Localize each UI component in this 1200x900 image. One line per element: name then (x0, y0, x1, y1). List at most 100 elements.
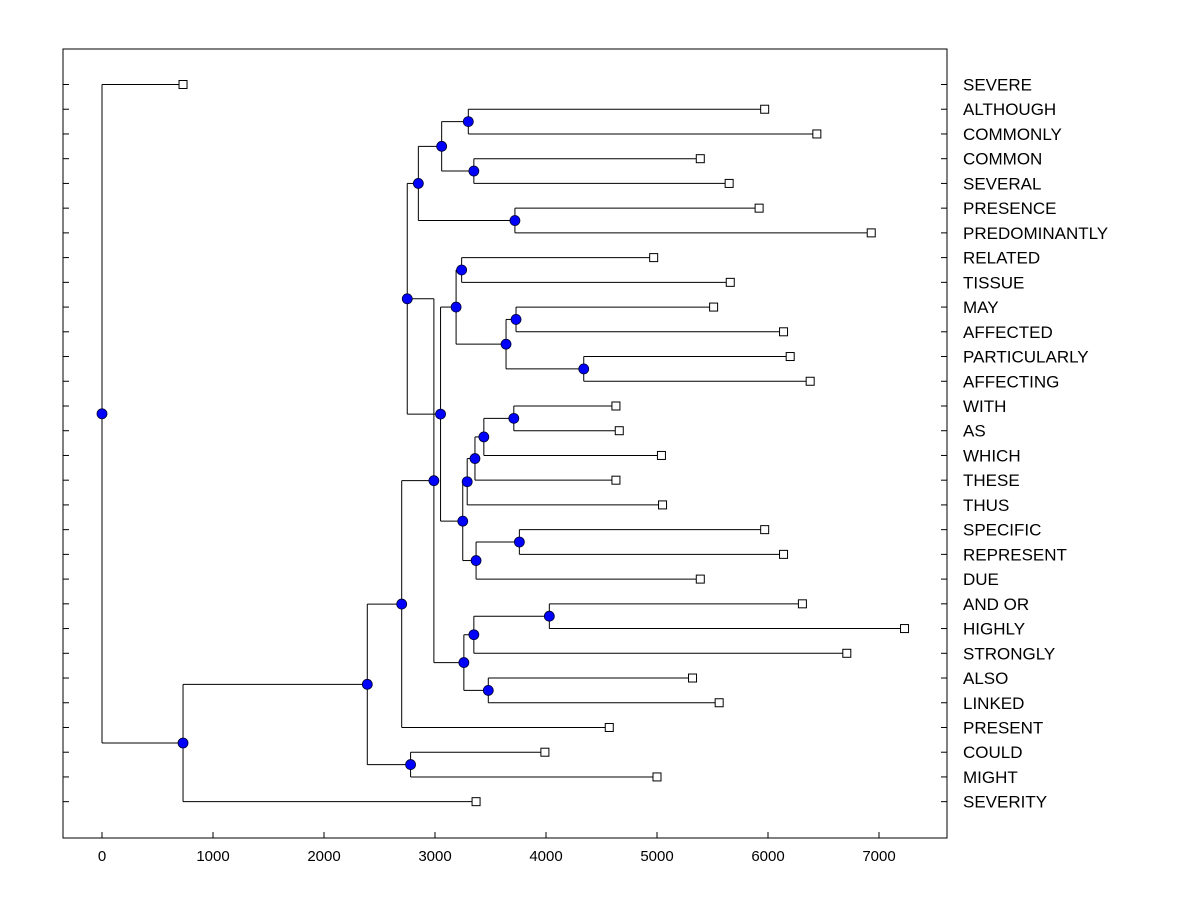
cluster-node-marker (500, 338, 512, 350)
leaf-marker (695, 574, 705, 584)
x-tick-label: 2000 (307, 848, 340, 865)
leaf-label: AFFECTING (963, 372, 1059, 391)
leaf-label: STRONGLY (963, 644, 1055, 663)
leaf-marker (709, 302, 719, 312)
cluster-node-marker (396, 598, 408, 610)
leaf-label: WITH (963, 397, 1006, 416)
leaf-marker (760, 525, 770, 535)
cluster-node-marker (96, 408, 108, 420)
cluster-node-marker (461, 476, 473, 488)
leaf-label: RELATED (963, 249, 1040, 268)
leaf-label: DUE (963, 570, 999, 589)
cluster-node-marker (468, 165, 480, 177)
leaf-label: COMMON (963, 150, 1042, 169)
axis-layer: SEVERE ALTHOUGH COMMONLY COMMON SEVERAL PRESE… (63, 76, 1108, 865)
cluster-node-marker (456, 264, 468, 276)
leaf-label: WHICH (963, 446, 1021, 465)
leaf-marker (779, 327, 789, 337)
leaf-marker (471, 797, 481, 807)
leaf-label: COULD (963, 743, 1023, 762)
cluster-node-marker (510, 314, 522, 325)
x-tick-label: 6000 (751, 848, 784, 865)
cluster-node-marker (405, 759, 416, 770)
leaf-label: THUS (963, 496, 1009, 515)
cluster-node-marker (457, 515, 469, 527)
leaf-marker (649, 253, 659, 263)
leaf-label: MAY (963, 298, 999, 317)
cluster-node-marker (468, 629, 480, 641)
cluster-node-marker (508, 412, 520, 424)
leaf-marker (656, 450, 666, 460)
cluster-node-marker (177, 737, 189, 749)
leaf-label: COMMONLY (963, 125, 1062, 144)
leaf-marker (866, 228, 876, 238)
leaf-marker (724, 178, 734, 188)
cluster-node-marker (401, 293, 413, 305)
cluster-node-marker (450, 301, 462, 313)
leaf-label: REPRESENT (963, 545, 1067, 564)
leaf-marker (614, 426, 624, 436)
leaf-label: ALTHOUGH (963, 100, 1056, 119)
cluster-node-marker (361, 678, 373, 690)
leaf-label: PRESENCE (963, 199, 1057, 218)
cluster-node-marker (469, 453, 481, 464)
leaf-marker (725, 277, 735, 287)
cluster-node-marker (428, 475, 440, 487)
leaf-marker (695, 154, 705, 164)
leaf-marker (714, 698, 724, 708)
cluster-node-marker (513, 536, 525, 548)
cluster-node-marker (435, 408, 446, 420)
cluster-node-marker (470, 555, 482, 566)
leaf-label: SEVERITY (963, 793, 1047, 812)
cluster-node-marker (482, 684, 494, 696)
tree-layer (96, 80, 910, 807)
leaf-marker (540, 747, 550, 757)
leaf-label: TISSUE (963, 273, 1024, 292)
leaf-marker (812, 129, 822, 139)
leaf-label: AFFECTED (963, 323, 1053, 342)
cluster-node-marker (458, 657, 470, 668)
x-tick-label: 4000 (529, 848, 562, 865)
leaf-marker (604, 722, 614, 732)
leaf-marker (658, 500, 668, 510)
leaf-marker (760, 104, 770, 114)
leaf-label: ALSO (963, 669, 1008, 688)
cluster-node-marker (462, 116, 474, 127)
leaf-label: MIGHT (963, 768, 1018, 787)
x-tick-label: 5000 (640, 848, 673, 865)
leaf-marker (842, 648, 852, 658)
leaf-label: AND OR (963, 595, 1029, 614)
leaf-marker (805, 376, 815, 386)
leaf-label: HIGHLY (963, 620, 1025, 639)
cluster-node-marker (478, 431, 490, 443)
leaf-label: AS (963, 422, 986, 441)
cluster-node-marker (436, 140, 448, 152)
leaf-label: LINKED (963, 694, 1024, 713)
plot-frame (62, 48, 948, 839)
leaf-label: SPECIFIC (963, 521, 1041, 540)
x-tick-label: 7000 (862, 848, 895, 865)
leaf-label: THESE (963, 471, 1020, 490)
leaf-marker (688, 673, 698, 683)
cluster-node-marker (578, 363, 590, 375)
leaf-marker (178, 80, 188, 89)
leaf-marker (900, 624, 910, 634)
leaf-label: PREDOMINANTLY (963, 224, 1108, 243)
leaf-label: SEVERAL (963, 174, 1041, 193)
leaf-label: PRESENT (963, 718, 1043, 737)
x-tick-label: 3000 (418, 848, 451, 865)
leaf-marker (785, 352, 795, 362)
x-tick-label: 0 (98, 848, 106, 865)
cluster-node-marker (543, 610, 555, 622)
leaf-marker (797, 599, 807, 609)
leaf-marker (652, 772, 662, 782)
cluster-node-marker (509, 215, 521, 226)
x-tick-label: 1000 (196, 848, 229, 865)
leaf-marker (754, 203, 764, 213)
leaf-marker (611, 401, 621, 411)
leaf-marker (779, 549, 789, 559)
leaf-marker (611, 475, 621, 485)
leaf-label: SEVERE (963, 76, 1032, 95)
leaf-label: PARTICULARLY (963, 348, 1089, 367)
